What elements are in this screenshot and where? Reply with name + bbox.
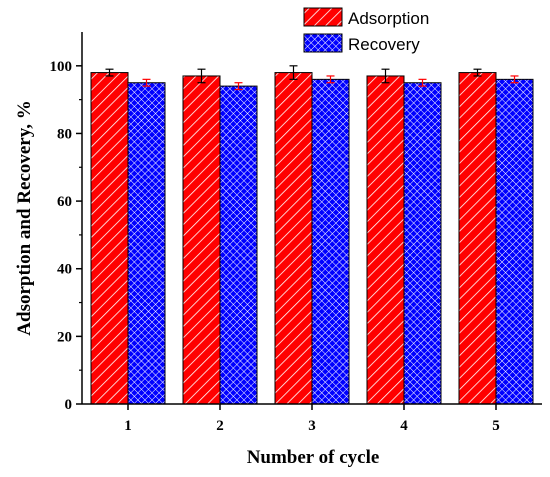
bar-adsorption-5 xyxy=(458,72,497,405)
y-tick-label: 20 xyxy=(57,329,72,345)
y-axis-title: Adsorption and Recovery, % xyxy=(14,100,35,335)
bar-recovery-3 xyxy=(311,78,350,405)
y-tick-label: 0 xyxy=(65,397,73,413)
legend-swatch-recovery xyxy=(303,33,343,53)
errorbars-layer xyxy=(105,65,519,91)
y-ticks: 0 20 40 60 80 100 xyxy=(50,59,82,413)
bar-adsorption-1 xyxy=(90,72,129,405)
legend: Adsorption Recovery xyxy=(303,7,429,54)
bars-layer xyxy=(90,72,534,405)
x-tick-label: 3 xyxy=(308,418,316,434)
x-tick-label: 2 xyxy=(216,418,224,434)
x-tick-label: 4 xyxy=(400,418,408,434)
legend-label-recovery: Recovery xyxy=(348,35,420,54)
x-tick-label: 1 xyxy=(124,418,132,434)
legend-swatch-adsorption xyxy=(303,7,343,27)
y-tick-label: 100 xyxy=(50,59,73,75)
bar-adsorption-4 xyxy=(366,75,405,405)
bar-adsorption-2 xyxy=(182,75,221,405)
bar-recovery-2 xyxy=(219,85,258,405)
legend-label-adsorption: Adsorption xyxy=(348,9,429,28)
x-axis-title: Number of cycle xyxy=(247,447,380,468)
x-tick-label: 5 xyxy=(492,418,500,434)
y-tick-label: 80 xyxy=(57,126,72,142)
bar-recovery-1 xyxy=(127,82,166,405)
y-tick-label: 60 xyxy=(57,194,72,210)
bar-adsorption-3 xyxy=(274,72,313,405)
y-tick-label: 40 xyxy=(57,262,72,278)
bar-recovery-4 xyxy=(403,82,442,405)
bar-recovery-5 xyxy=(495,78,534,405)
x-ticks: 1 2 3 4 5 xyxy=(124,404,500,434)
